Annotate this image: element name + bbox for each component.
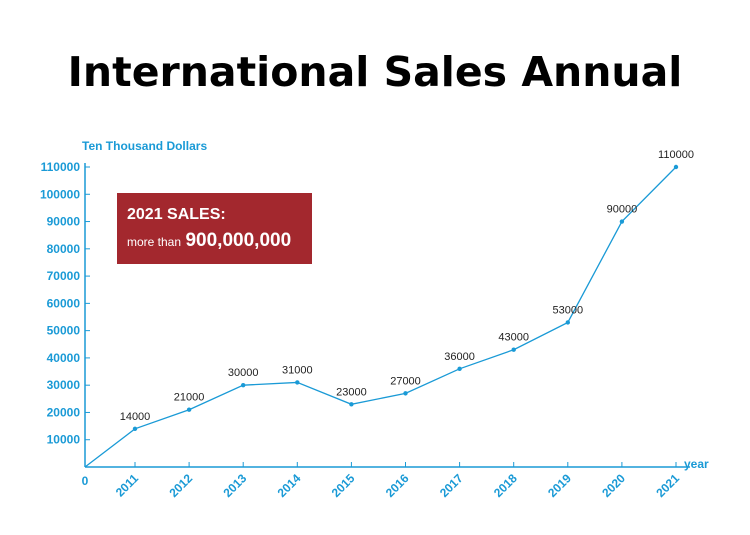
data-point	[673, 164, 679, 170]
callout-line: more than 900,000,000	[127, 230, 312, 252]
data-point	[295, 380, 300, 385]
y-tick-label: 50000	[47, 324, 81, 338]
y-tick-label: 70000	[47, 269, 81, 283]
x-tick-label: 2011	[113, 471, 142, 500]
data-point	[349, 402, 354, 407]
data-label: 36000	[444, 351, 475, 363]
callout-prefix: more than	[127, 235, 182, 249]
y-tick-label: 20000	[47, 405, 81, 419]
x-tick-label: 2021	[653, 471, 682, 500]
y-tick-label: 10000	[47, 433, 81, 447]
x-tick-label: 2016	[383, 471, 412, 500]
data-label: 90000	[607, 204, 638, 216]
data-label: 23000	[336, 386, 367, 398]
x-tick-label: 2019	[545, 471, 574, 500]
x-tick-label: 2013	[221, 471, 250, 500]
x-axis-title: year	[684, 457, 709, 471]
x-tick-label: 2018	[491, 471, 520, 500]
sales-series	[84, 164, 679, 468]
data-label: 110000	[658, 149, 694, 161]
data-point	[403, 391, 408, 396]
callout-value: 900,000,000	[185, 230, 292, 251]
y-tick-label: 110000	[41, 160, 81, 174]
y-tick-label: 60000	[47, 296, 81, 310]
x-tick-label: 2017	[437, 471, 466, 500]
callout-heading: 2021 SALES:	[127, 206, 226, 223]
data-label: 21000	[174, 392, 205, 404]
y-tick-label: 30000	[47, 378, 81, 392]
chart-title: International Sales Annual	[67, 48, 683, 96]
data-point	[132, 426, 138, 432]
data-point	[619, 219, 625, 224]
x-tick-label: 2015	[329, 471, 358, 500]
data-label: 14000	[120, 411, 151, 423]
y-tick-label: 100000	[40, 187, 80, 201]
data-point	[511, 347, 516, 352]
sales-callout: 2021 SALES: more than 900,000,000	[117, 193, 312, 264]
data-label: 30000	[228, 367, 259, 379]
data-point	[186, 407, 192, 412]
y-tick-label: 40000	[47, 351, 81, 365]
x-tick-label: 2012	[166, 471, 195, 500]
data-point	[457, 366, 462, 372]
x-tick-label: 2014	[275, 471, 304, 500]
chart-axes	[84, 163, 690, 468]
data-point	[241, 382, 246, 388]
y-tick-label: 80000	[47, 242, 81, 256]
series-line	[84, 166, 677, 468]
y-axis-title: Ten Thousand Dollars	[82, 139, 207, 153]
x-tick-label: 2020	[599, 471, 628, 500]
data-label: 53000	[553, 304, 584, 316]
y-tick-label: 90000	[47, 215, 81, 229]
origin-label: 0	[82, 474, 89, 488]
data-label: 27000	[390, 375, 421, 387]
data-label: 31000	[282, 364, 313, 376]
data-point	[565, 320, 570, 325]
data-label: 43000	[498, 332, 529, 344]
